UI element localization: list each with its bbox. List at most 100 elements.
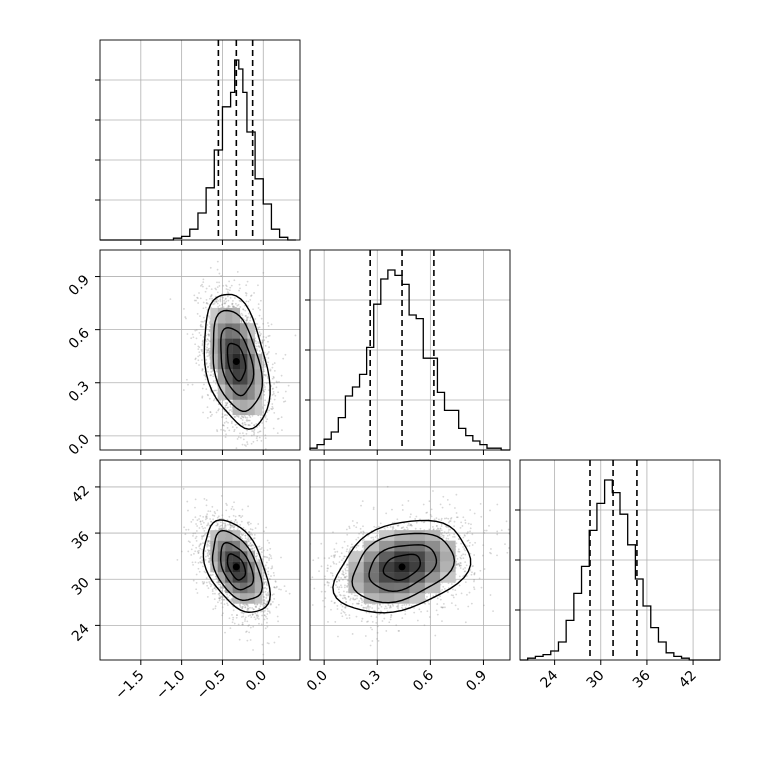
scatter-point: [239, 606, 242, 609]
scatter-point: [244, 618, 246, 621]
density-block: [247, 384, 255, 400]
scatter-point: [224, 524, 227, 527]
scatter-point: [209, 585, 212, 588]
scatter-point: [217, 601, 219, 604]
scatter-point: [260, 623, 263, 626]
scatter-point: [250, 462, 252, 464]
scatter-point: [255, 340, 257, 343]
scatter-point: [264, 609, 266, 612]
scatter-point: [226, 602, 229, 605]
scatter-point: [198, 346, 201, 349]
scatter-point: [229, 524, 232, 527]
scatter-point: [258, 436, 261, 439]
scatter-point: [282, 397, 285, 399]
scatter-point: [260, 610, 262, 613]
scatter-point: [232, 305, 235, 308]
scatter-point: [202, 352, 204, 355]
scatter-point: [225, 433, 227, 436]
scatter-point: [246, 603, 249, 606]
scatter-point: [227, 288, 229, 291]
scatter-point: [220, 528, 223, 531]
scatter-point: [223, 302, 226, 305]
scatter-point: [205, 348, 207, 351]
scatter-point: [277, 417, 280, 420]
scatter-point: [214, 592, 216, 595]
scatter-point: [215, 300, 218, 303]
scatter-point: [223, 603, 226, 606]
scatter-point: [250, 545, 252, 547]
scatter-point: [263, 339, 266, 342]
scatter-point: [209, 411, 212, 414]
scatter-point: [229, 297, 232, 299]
scatter-point: [266, 600, 269, 603]
scatter-point: [275, 352, 277, 355]
scatter-point: [251, 613, 254, 616]
scatter-point: [245, 319, 248, 322]
scatter-point: [207, 342, 210, 345]
scatter-point: [219, 521, 222, 524]
scatter-point: [240, 616, 243, 618]
scatter-point: [206, 302, 209, 305]
scatter-point: [259, 334, 261, 337]
scatter-point: [257, 307, 260, 309]
scatter-point: [197, 567, 200, 570]
scatter-point: [257, 431, 259, 434]
density-block: [225, 307, 233, 324]
scatter-point: [215, 581, 218, 584]
scatter-point: [263, 393, 266, 396]
scatter-point: [256, 614, 259, 617]
scatter-point: [247, 312, 250, 315]
scatter-point: [246, 280, 249, 283]
scatter-point: [262, 587, 265, 590]
scatter-point: [249, 316, 252, 319]
scatter-point: [243, 604, 246, 607]
scatter-point: [185, 378, 188, 381]
scatter-point: [202, 336, 205, 338]
scatter-point: [272, 593, 275, 596]
density-block: [217, 323, 226, 339]
scatter-point: [202, 534, 205, 537]
scatter-point: [231, 525, 234, 528]
scatter-point: [182, 389, 185, 391]
scatter-point: [262, 595, 265, 598]
scatter-point: [262, 582, 265, 585]
scatter-point: [210, 474, 212, 476]
scatter-point: [264, 388, 266, 391]
density-block: [254, 399, 263, 416]
scatter-point: [205, 516, 208, 519]
scatter-point: [261, 422, 264, 424]
scatter-point: [209, 266, 212, 269]
scatter-point: [204, 527, 206, 529]
scatter-point: [202, 582, 205, 585]
scatter-point: [218, 527, 220, 530]
scatter-point: [216, 268, 219, 271]
scatter-point: [216, 281, 218, 284]
scatter-point: [211, 297, 213, 300]
scatter-point: [270, 603, 272, 606]
scatter-point: [278, 380, 280, 383]
scatter-point: [251, 614, 254, 616]
scatter-point: [247, 523, 250, 526]
scatter-point: [223, 527, 225, 530]
scatter-point: [247, 522, 249, 525]
scatter-point: [204, 571, 207, 574]
scatter-point: [245, 445, 247, 447]
density-block: [247, 338, 255, 354]
scatter-point: [206, 524, 208, 527]
scatter-point: [242, 416, 245, 419]
scatter-point: [257, 345, 260, 348]
scatter-point: [218, 599, 221, 602]
density-block: [225, 369, 233, 385]
density-block: [247, 323, 255, 339]
scatter-point: [270, 323, 273, 326]
scatter-point: [246, 607, 249, 610]
scatter-point: [266, 601, 269, 603]
scatter-point: [205, 388, 208, 391]
scatter-point: [207, 543, 209, 546]
scatter-point: [242, 526, 245, 529]
scatter-point: [262, 555, 265, 558]
scatter-point: [268, 334, 271, 337]
scatter-point: [202, 527, 205, 530]
scatter-point: [245, 316, 248, 319]
scatter-point: [250, 548, 253, 551]
